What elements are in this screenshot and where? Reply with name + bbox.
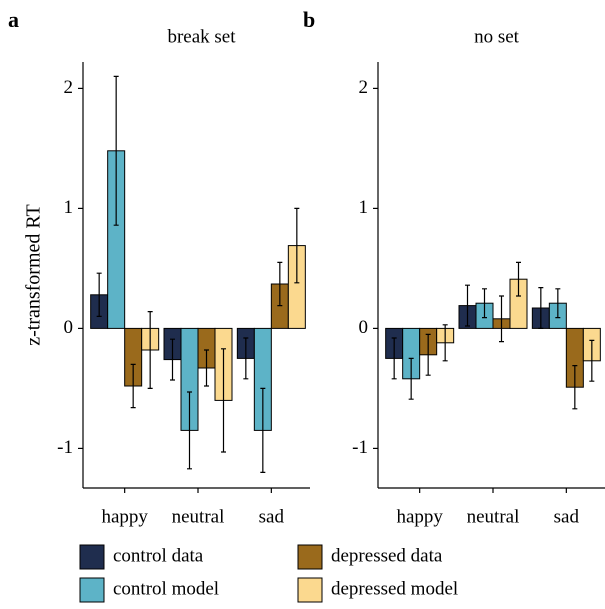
x-tick-label: happy bbox=[101, 506, 148, 527]
legend-swatch bbox=[79, 577, 105, 603]
legend-label: depressed model bbox=[331, 578, 458, 599]
error-bar bbox=[442, 324, 448, 362]
x-tick-label: happy bbox=[396, 506, 443, 527]
x-tick-label: neutral bbox=[172, 506, 225, 527]
error-bar bbox=[538, 287, 544, 329]
legend-label: control data bbox=[113, 545, 204, 566]
legend-label: depressed data bbox=[331, 545, 443, 566]
y-tick-label: 0 bbox=[64, 317, 74, 338]
error-bar bbox=[555, 288, 561, 319]
panel-label: b bbox=[303, 7, 315, 32]
error-bar bbox=[277, 261, 283, 307]
error-bar bbox=[516, 261, 521, 297]
error-bar bbox=[482, 288, 487, 319]
error-bar bbox=[425, 333, 431, 376]
y-tick-label: -1 bbox=[57, 437, 73, 458]
y-tick-label: 2 bbox=[359, 77, 369, 98]
error-bar bbox=[499, 295, 504, 343]
panel-title: no set bbox=[474, 26, 520, 47]
error-bar bbox=[204, 349, 209, 387]
y-axis-label: z-transformed RT bbox=[23, 204, 45, 346]
panel-label: a bbox=[8, 7, 19, 32]
error-bar bbox=[113, 75, 119, 226]
error-bar bbox=[130, 363, 136, 409]
error-bar bbox=[408, 357, 414, 400]
y-tick-label: 1 bbox=[64, 197, 74, 218]
legend-swatch bbox=[79, 544, 105, 570]
legend-swatch bbox=[297, 577, 323, 603]
error-bar bbox=[572, 365, 578, 410]
error-bar bbox=[243, 337, 249, 380]
legend-label: control model bbox=[113, 578, 219, 599]
legend-swatch bbox=[297, 544, 323, 570]
error-bar bbox=[260, 387, 266, 473]
y-tick-label: 2 bbox=[64, 77, 74, 98]
error-bar bbox=[147, 311, 153, 389]
error-bar bbox=[589, 339, 595, 382]
panel-title: break set bbox=[167, 26, 236, 47]
y-tick-label: -1 bbox=[352, 437, 368, 458]
error-bar bbox=[465, 284, 470, 327]
x-tick-label: sad bbox=[259, 506, 285, 527]
error-bar bbox=[391, 337, 397, 380]
error-bar bbox=[294, 207, 300, 284]
x-tick-label: neutral bbox=[467, 506, 520, 527]
error-bar bbox=[221, 348, 226, 453]
error-bar bbox=[187, 391, 192, 470]
error-bar bbox=[170, 338, 175, 381]
x-tick-label: sad bbox=[554, 506, 580, 527]
error-bar bbox=[96, 272, 102, 317]
y-tick-label: 0 bbox=[359, 317, 369, 338]
y-tick-label: 1 bbox=[359, 197, 369, 218]
